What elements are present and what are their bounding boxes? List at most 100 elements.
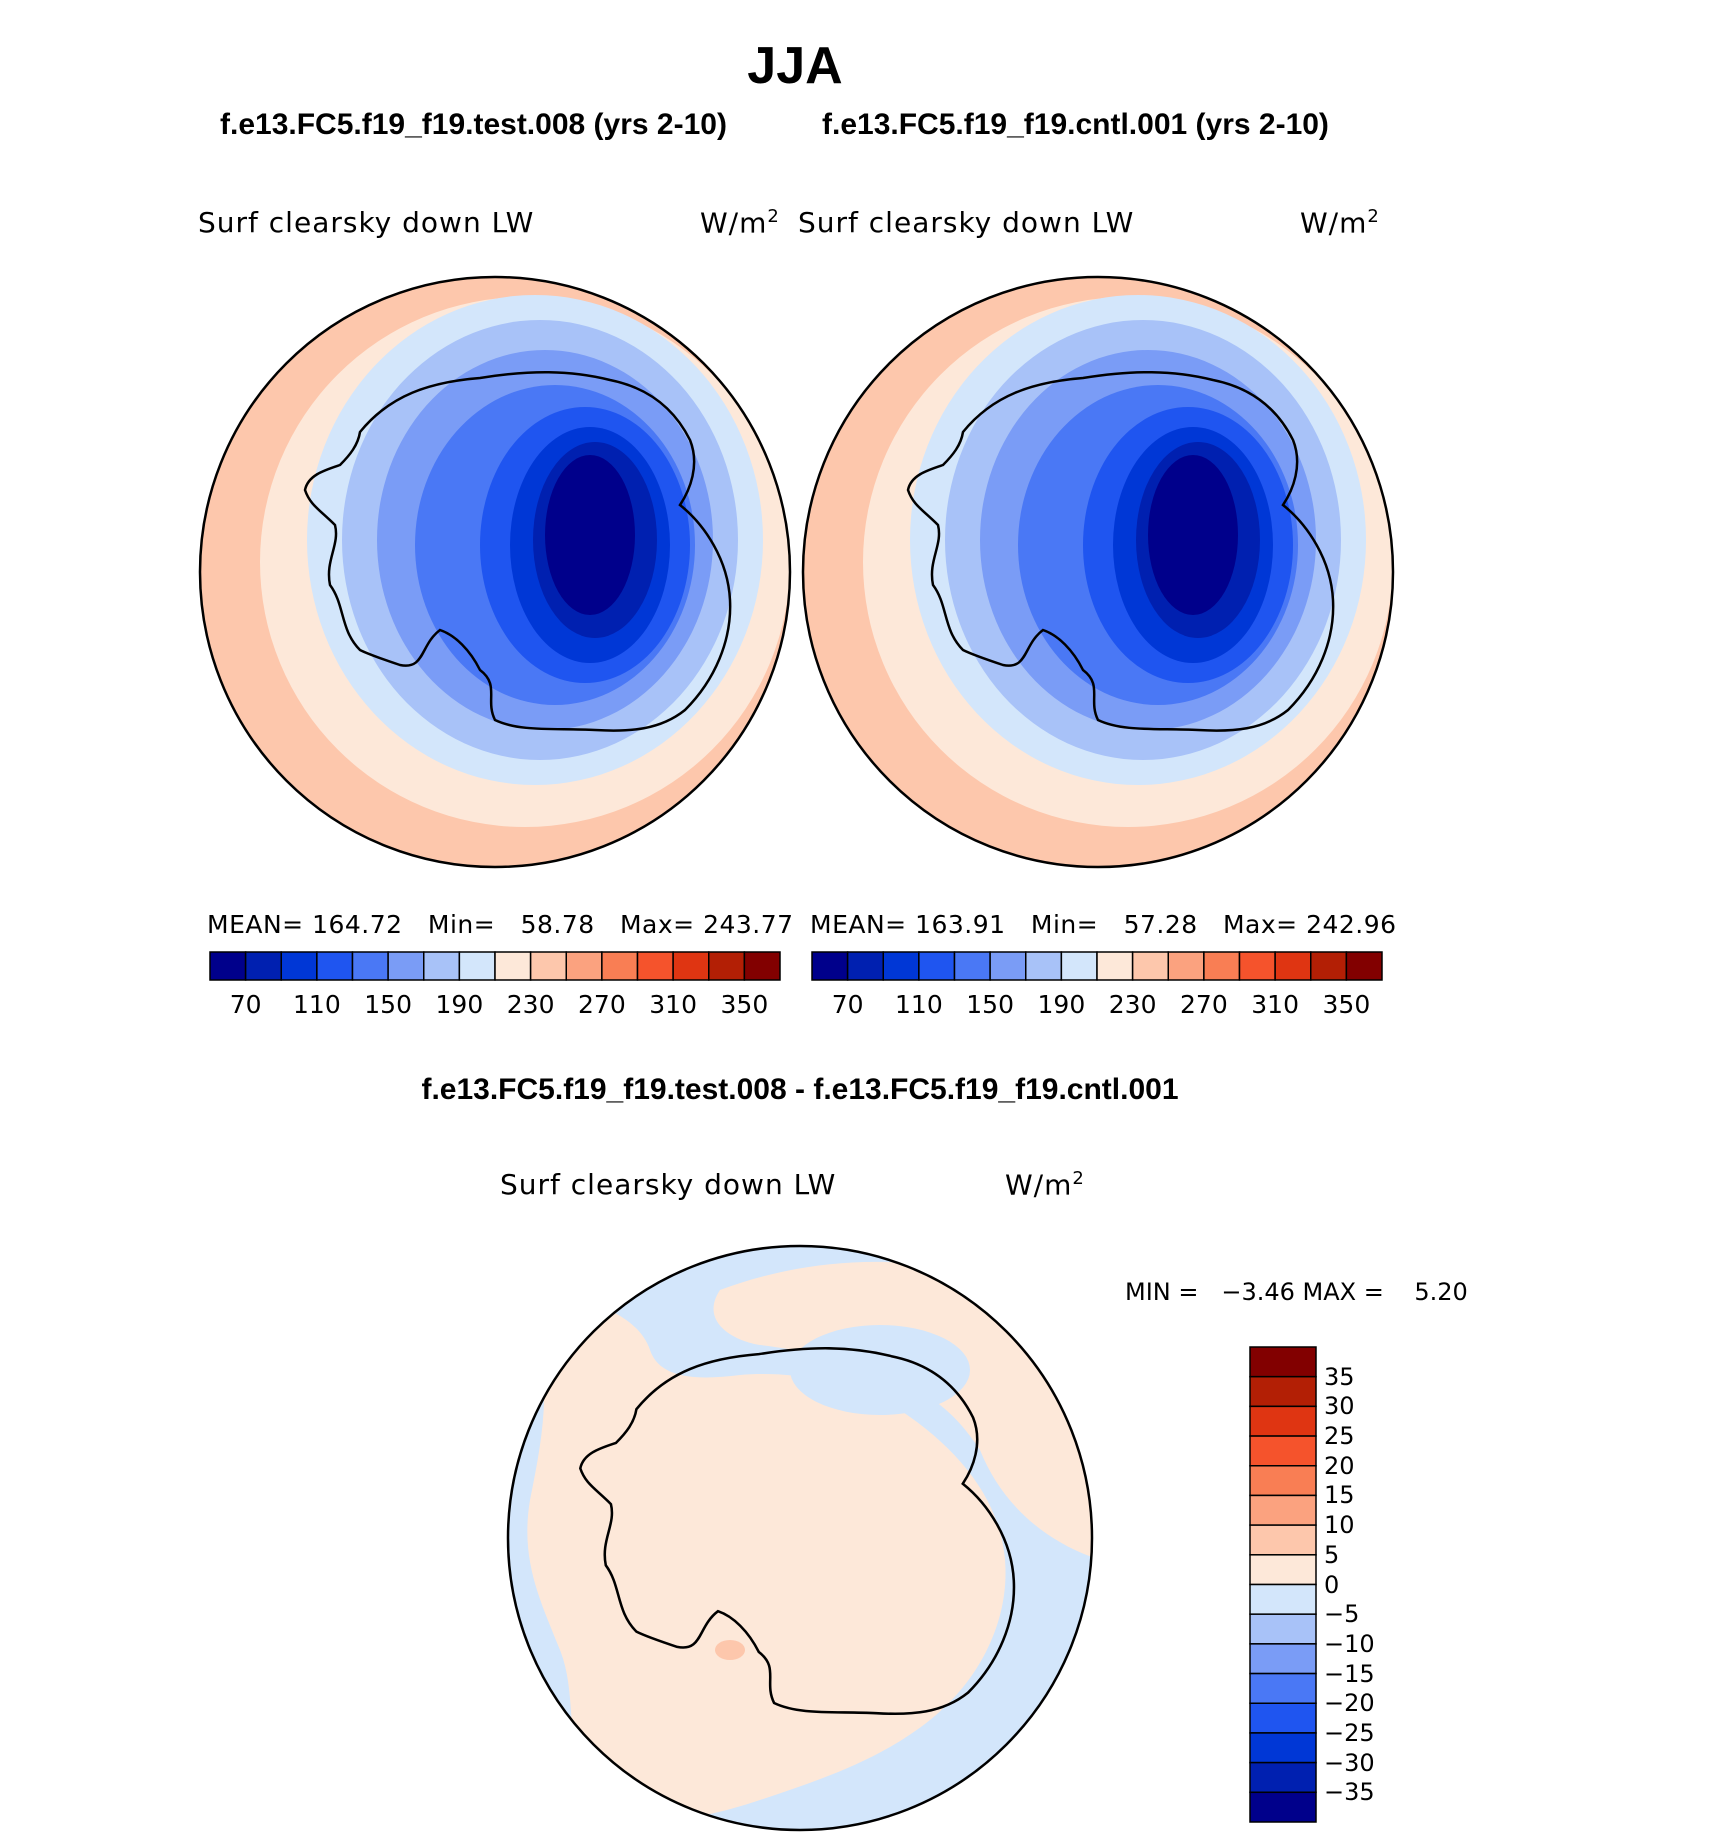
- test-min-label: Min=: [427, 910, 496, 939]
- test-stats: MEAN= 164.72 Min= 58.78 Max= 243.77: [207, 910, 794, 939]
- control-variable-label: Surf clearsky down LW: [798, 206, 1135, 239]
- control-map: [803, 277, 1393, 867]
- colorbar-swatch: [1249, 1583, 1317, 1615]
- colorbar-swatch: [458, 951, 496, 981]
- colorbar-tick-label: 30: [1324, 1392, 1355, 1421]
- colorbar-swatch: [1096, 951, 1134, 981]
- colorbar-tick-label: −20: [1324, 1689, 1375, 1718]
- colorbar-swatch: [1167, 951, 1205, 981]
- control-colorbar: [811, 951, 1383, 981]
- colorbar-tick-label: 230: [506, 990, 555, 1019]
- colorbar-swatch: [1249, 1524, 1317, 1556]
- control-max-label: Max=: [1222, 910, 1298, 939]
- control-mean-value: 163.91: [915, 910, 1006, 939]
- colorbar-tick-label: 150: [966, 990, 1014, 1019]
- difference-units-base: W/m: [1005, 1168, 1073, 1202]
- difference-colorbar: [1249, 1346, 1317, 1823]
- test-colorbar: [209, 951, 781, 981]
- test-units-exp: 2: [767, 206, 780, 227]
- colorbar-swatch: [1274, 951, 1312, 981]
- test-max-value: 243.77: [703, 910, 794, 939]
- colorbar-tick-label: 70: [831, 990, 864, 1019]
- control-units-base: W/m: [1300, 206, 1368, 240]
- test-mean-label: MEAN=: [207, 910, 304, 939]
- test-min-value: 58.78: [520, 910, 595, 939]
- control-max-value: 242.96: [1306, 910, 1397, 939]
- colorbar-swatch: [1249, 1346, 1317, 1378]
- control-min-label: Min=: [1030, 910, 1099, 939]
- colorbar-swatch: [882, 951, 920, 981]
- colorbar-swatch: [1249, 1672, 1317, 1704]
- control-case-title: f.e13.FC5.f19_f19.cntl.001 (yrs 2-10): [822, 108, 1329, 141]
- colorbar-tick-label: 20: [1324, 1451, 1355, 1480]
- season-title: JJA: [747, 37, 843, 95]
- colorbar-tick-label: 0: [1324, 1570, 1340, 1599]
- colorbar-swatch: [672, 951, 710, 981]
- colorbar-swatch: [387, 951, 425, 981]
- colorbar-swatch: [280, 951, 318, 981]
- colorbar-tick-label: −35: [1324, 1778, 1375, 1807]
- control-units-label: W/m2: [1300, 206, 1380, 239]
- colorbar-swatch: [743, 951, 781, 981]
- colorbar-swatch: [351, 951, 389, 981]
- colorbar-swatch: [1249, 1732, 1317, 1764]
- colorbar-tick-label: 350: [720, 990, 769, 1019]
- colorbar-tick-label: 150: [364, 990, 412, 1019]
- control-mean-label: MEAN=: [810, 910, 907, 939]
- colorbar-tick-label: 10: [1324, 1511, 1355, 1540]
- test-mean-value: 164.72: [312, 910, 403, 939]
- difference-map: [508, 1246, 1092, 1830]
- colorbar-swatch: [244, 951, 282, 981]
- colorbar-swatch: [989, 951, 1027, 981]
- colorbar-swatch: [708, 951, 746, 981]
- colorbar-tick-label: −25: [1324, 1718, 1375, 1747]
- colorbar-swatch: [953, 951, 991, 981]
- colorbar-tick-label: −10: [1324, 1629, 1375, 1658]
- colorbar-swatch: [636, 951, 674, 981]
- colorbar-swatch: [918, 951, 956, 981]
- test-case-title: f.e13.FC5.f19_f19.test.008 (yrs 2-10): [220, 108, 727, 141]
- colorbar-swatch: [423, 951, 461, 981]
- colorbar-tick-label: 25: [1324, 1422, 1355, 1451]
- colorbar-tick-label: 110: [895, 990, 943, 1019]
- colorbar-swatch: [1025, 951, 1063, 981]
- colorbar-tick-label: −30: [1324, 1748, 1375, 1777]
- difference-units-label: W/m2: [1005, 1168, 1085, 1201]
- test-units-label: W/m2: [700, 206, 780, 239]
- difference-units-exp: 2: [1072, 1168, 1085, 1189]
- colorbar-tick-label: 190: [1037, 990, 1086, 1019]
- colorbar-swatch: [1238, 951, 1276, 981]
- colorbar-swatch: [1345, 951, 1383, 981]
- colorbar-tick-label: 230: [1108, 990, 1157, 1019]
- colorbar-swatch: [529, 951, 567, 981]
- colorbar-tick-label: 15: [1324, 1481, 1355, 1510]
- colorbar-swatch: [1249, 1494, 1317, 1526]
- colorbar-tick-label: 310: [1251, 990, 1299, 1019]
- test-map: [200, 277, 790, 867]
- colorbar-swatch: [565, 951, 603, 981]
- test-units-base: W/m: [700, 206, 768, 240]
- colorbar-swatch: [1249, 1554, 1317, 1586]
- colorbar-swatch: [1310, 951, 1348, 981]
- colorbar-tick-label: −5: [1324, 1600, 1360, 1629]
- colorbar-swatch: [1249, 1702, 1317, 1734]
- colorbar-swatch: [1249, 1643, 1317, 1675]
- difference-minmax: MIN = −3.46 MAX = 5.20: [1125, 1278, 1468, 1306]
- colorbar-swatch: [1249, 1761, 1317, 1794]
- control-stats: MEAN= 163.91 Min= 57.28 Max= 242.96: [810, 910, 1397, 939]
- colorbar-tick-label: 350: [1322, 990, 1371, 1019]
- colorbar-tick-label: 70: [229, 990, 262, 1019]
- colorbar-swatch: [1249, 1613, 1317, 1645]
- colorbar-swatch: [1249, 1405, 1317, 1437]
- colorbar-swatch: [846, 951, 884, 981]
- colorbar-swatch: [601, 951, 639, 981]
- colorbar-swatch: [1249, 1375, 1317, 1408]
- difference-variable-label: Surf clearsky down LW: [500, 1168, 837, 1201]
- colorbar-swatch: [1060, 951, 1098, 981]
- colorbar-swatch: [1249, 1435, 1317, 1467]
- colorbar-tick-label: 270: [1180, 990, 1228, 1019]
- colorbar-swatch: [494, 951, 532, 981]
- colorbar-swatch: [811, 951, 849, 981]
- test-max-label: Max=: [619, 910, 695, 939]
